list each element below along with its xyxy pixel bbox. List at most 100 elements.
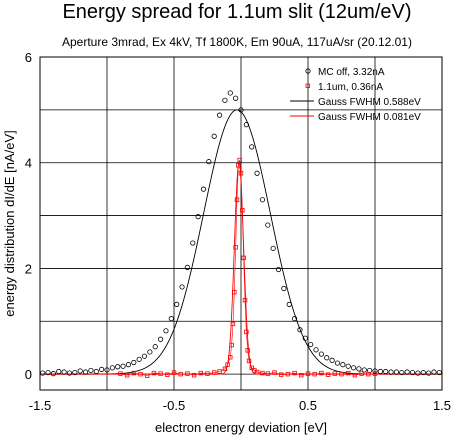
x-axis-label: electron energy deviation [eV] <box>155 420 327 435</box>
data-point <box>420 369 426 376</box>
data-point <box>211 370 217 375</box>
legend: MC off, 3.32nA 1.1um, 0.36nA Gauss FWHM 0.… <box>290 67 421 123</box>
data-point <box>77 368 83 374</box>
data-point <box>308 341 314 348</box>
data-point <box>377 368 383 375</box>
x-tick-label: 0.5 <box>299 398 317 413</box>
data-point <box>206 159 212 165</box>
fit-curve <box>40 161 442 375</box>
data-point <box>302 335 308 341</box>
data-point <box>318 351 324 357</box>
data-point <box>124 372 130 378</box>
data-point <box>147 349 153 355</box>
data-point <box>281 285 287 292</box>
data-point <box>254 170 260 176</box>
y-tick-label: 0 <box>25 367 32 382</box>
data-point <box>131 359 137 366</box>
data-point <box>372 368 378 374</box>
x-tick-label: 1.5 <box>433 398 451 413</box>
data-point <box>319 370 324 376</box>
data-point <box>227 90 233 96</box>
data-point <box>237 157 242 163</box>
data-point <box>399 369 405 376</box>
data-point <box>190 240 196 246</box>
data-point <box>171 370 177 375</box>
data-point <box>286 301 292 307</box>
plot-frame <box>39 56 443 391</box>
data-point <box>61 369 67 375</box>
data-point <box>345 363 351 369</box>
data-point <box>278 372 284 377</box>
data-point <box>222 366 228 372</box>
data-point <box>404 369 410 375</box>
data-point <box>340 362 346 368</box>
data-point <box>240 208 245 213</box>
data-point <box>45 369 51 376</box>
legend-swatch <box>305 68 311 74</box>
data-point <box>313 347 319 353</box>
data-point <box>178 371 183 377</box>
data-point <box>324 355 330 361</box>
data-point <box>415 370 421 376</box>
data-point <box>297 327 303 333</box>
data-point <box>334 360 341 366</box>
data-point <box>217 369 222 374</box>
data-point <box>104 367 110 373</box>
data-point <box>431 369 437 375</box>
data-point <box>184 264 190 270</box>
data-point <box>109 365 115 371</box>
x-tick-label: -0.5 <box>163 398 185 413</box>
data-point <box>272 370 277 375</box>
data-point <box>249 365 254 370</box>
data-point <box>50 371 57 377</box>
data-point <box>230 321 236 327</box>
legend-label: 1.1um, 0.36nA <box>318 82 383 93</box>
data-point <box>372 371 378 376</box>
data-point <box>393 369 400 375</box>
data-point <box>245 348 250 353</box>
data-point <box>366 371 371 377</box>
data-point <box>383 368 389 375</box>
data-point <box>236 163 241 168</box>
data-point <box>260 370 265 376</box>
data-point <box>205 371 210 376</box>
y-tick-label: 6 <box>25 50 32 65</box>
data-point <box>234 197 240 202</box>
data-point <box>242 297 248 303</box>
data-point <box>246 358 252 364</box>
data-point <box>66 370 73 376</box>
data-point <box>305 371 311 376</box>
data-point <box>185 371 190 376</box>
data-point <box>165 372 170 377</box>
legend-swatch <box>305 83 310 88</box>
data-point <box>72 369 78 376</box>
data-point <box>259 197 266 203</box>
data-point <box>350 365 357 371</box>
data-point <box>232 290 237 295</box>
data-point <box>249 144 255 150</box>
axis-ticks: -1.5 -0.5 0.5 1.5 0 2 4 6 <box>25 50 451 413</box>
data-point <box>174 301 180 307</box>
data-point <box>244 329 249 335</box>
data-point <box>275 266 282 273</box>
data-point <box>131 370 136 376</box>
data-point <box>99 366 105 372</box>
data-point <box>168 316 174 322</box>
data-point <box>144 373 150 378</box>
data-point <box>291 316 298 322</box>
data-point <box>228 355 233 360</box>
data-point <box>325 372 331 377</box>
data-point <box>211 133 217 139</box>
x-tick-label: -1.5 <box>29 398 51 413</box>
data-point <box>195 214 201 220</box>
y-axis-label: energy distribution dI/dE [nA/eV] <box>2 130 17 316</box>
data-point <box>136 356 142 362</box>
data-point <box>361 367 367 373</box>
data-point <box>198 370 203 376</box>
data-point <box>158 371 163 376</box>
data-point <box>138 371 143 377</box>
data-point <box>151 370 157 376</box>
data-point <box>118 371 123 376</box>
y-tick-label: 2 <box>25 261 32 276</box>
legend-label: Gauss FWHM 0.081eV <box>318 112 421 123</box>
